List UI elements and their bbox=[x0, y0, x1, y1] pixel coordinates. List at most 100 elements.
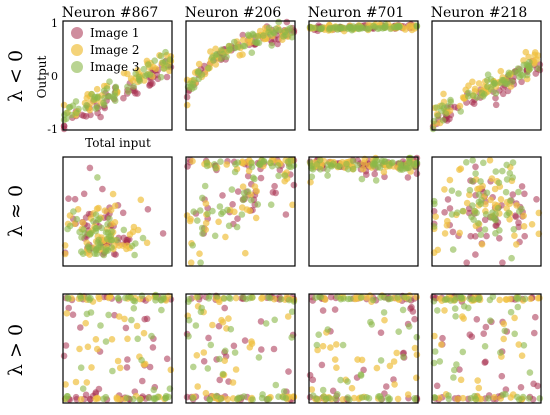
data-point-image-2 bbox=[413, 351, 421, 359]
data-point-image-3 bbox=[480, 159, 487, 167]
data-point-image-2 bbox=[76, 345, 83, 353]
data-point-image-1 bbox=[269, 189, 277, 196]
data-point-image-3 bbox=[463, 159, 470, 166]
data-point-image-3 bbox=[212, 165, 219, 172]
data-point-image-3 bbox=[134, 335, 141, 343]
data-point-image-3 bbox=[288, 308, 296, 316]
data-point-image-3 bbox=[400, 353, 407, 361]
legend-label-image-2: Image 2 bbox=[90, 43, 140, 57]
data-point-image-3 bbox=[146, 71, 154, 78]
scatter-panel-r2-c2 bbox=[183, 156, 298, 267]
data-point-image-2 bbox=[497, 196, 505, 203]
data-point-image-3 bbox=[159, 293, 167, 301]
data-point-image-3 bbox=[475, 191, 483, 198]
data-point-image-3 bbox=[165, 393, 172, 401]
scatter-panel-r3-c3 bbox=[306, 292, 421, 404]
data-point-image-3 bbox=[494, 204, 502, 212]
data-point-image-3 bbox=[275, 18, 283, 26]
data-point-image-3 bbox=[481, 91, 488, 98]
data-point-image-2 bbox=[528, 221, 536, 228]
data-point-image-3 bbox=[466, 186, 474, 194]
panel-frame-r3-c1 bbox=[62, 293, 173, 404]
data-point-image-3 bbox=[341, 24, 349, 32]
data-point-image-2 bbox=[93, 85, 101, 93]
data-point-image-2 bbox=[79, 219, 86, 226]
data-point-image-2 bbox=[209, 321, 216, 329]
data-point-image-3 bbox=[371, 24, 379, 31]
data-point-image-1 bbox=[327, 293, 335, 301]
data-point-image-2 bbox=[500, 335, 508, 343]
data-point-image-2 bbox=[454, 395, 461, 403]
panel-frame-r3-c4 bbox=[431, 293, 542, 404]
data-point-image-2 bbox=[83, 379, 91, 386]
data-point-image-3 bbox=[324, 326, 332, 333]
data-point-image-3 bbox=[336, 163, 344, 170]
data-point-image-3 bbox=[263, 396, 271, 403]
data-point-image-3 bbox=[225, 222, 233, 230]
data-point-image-2 bbox=[194, 383, 201, 390]
data-point-image-2 bbox=[432, 213, 440, 220]
panel-frame-r2-c2 bbox=[185, 156, 296, 267]
data-point-image-3 bbox=[287, 163, 295, 171]
data-point-image-3 bbox=[231, 349, 239, 356]
scatter-panel-r3-c1 bbox=[60, 291, 175, 404]
data-point-image-2 bbox=[121, 315, 128, 323]
data-point-image-3 bbox=[223, 53, 230, 61]
data-point-image-3 bbox=[214, 293, 221, 300]
data-point-image-3 bbox=[513, 294, 520, 302]
data-point-image-3 bbox=[207, 341, 215, 349]
data-point-image-3 bbox=[431, 348, 439, 355]
data-point-image-1 bbox=[230, 342, 238, 350]
data-point-image-3 bbox=[485, 395, 492, 402]
data-point-image-1 bbox=[257, 318, 265, 325]
panel-frame-r1-c3 bbox=[308, 20, 419, 131]
data-point-image-2 bbox=[411, 344, 419, 352]
data-point-image-2 bbox=[475, 384, 483, 392]
data-point-image-2 bbox=[202, 389, 210, 397]
data-point-image-3 bbox=[357, 371, 365, 378]
row-label-1: λ < 0 bbox=[5, 50, 27, 102]
data-point-image-3 bbox=[226, 45, 234, 53]
data-point-image-3 bbox=[285, 296, 293, 304]
data-point-image-3 bbox=[457, 108, 465, 115]
data-point-image-3 bbox=[102, 338, 110, 345]
data-point-image-1 bbox=[123, 364, 131, 371]
data-point-image-3 bbox=[453, 361, 460, 368]
data-point-image-1 bbox=[496, 235, 503, 242]
data-point-image-3 bbox=[153, 293, 160, 301]
data-point-image-3 bbox=[127, 294, 134, 301]
data-point-image-3 bbox=[434, 112, 441, 120]
data-point-image-2 bbox=[358, 356, 366, 364]
data-point-image-2 bbox=[116, 364, 124, 372]
data-point-image-3 bbox=[413, 23, 421, 30]
data-point-image-1 bbox=[86, 164, 94, 172]
data-point-image-2 bbox=[290, 393, 297, 400]
data-point-image-3 bbox=[136, 396, 144, 403]
data-point-image-3 bbox=[87, 294, 94, 302]
data-point-image-3 bbox=[130, 83, 137, 90]
data-point-image-2 bbox=[457, 376, 465, 384]
data-point-image-3 bbox=[272, 25, 280, 33]
data-point-image-3 bbox=[106, 93, 114, 100]
data-point-image-2 bbox=[413, 293, 420, 301]
data-point-image-3 bbox=[247, 196, 255, 204]
data-point-image-1 bbox=[216, 376, 223, 384]
data-point-image-1 bbox=[463, 259, 471, 267]
scatter-panel-r2-c1 bbox=[61, 156, 173, 267]
data-point-image-2 bbox=[440, 90, 447, 98]
data-point-image-1 bbox=[112, 251, 119, 258]
data-point-image-3 bbox=[164, 63, 172, 70]
data-point-image-1 bbox=[517, 384, 525, 391]
data-point-image-3 bbox=[471, 207, 478, 215]
data-point-image-3 bbox=[343, 160, 350, 168]
data-point-image-2 bbox=[404, 391, 412, 398]
data-point-image-2 bbox=[202, 219, 210, 227]
data-point-image-3 bbox=[526, 369, 534, 376]
data-point-image-2 bbox=[386, 362, 394, 370]
data-point-image-2 bbox=[183, 101, 191, 109]
data-point-image-3 bbox=[358, 175, 366, 183]
data-point-image-3 bbox=[209, 207, 216, 215]
data-point-image-3 bbox=[366, 25, 373, 32]
data-point-image-3 bbox=[204, 365, 212, 372]
data-point-image-2 bbox=[152, 65, 160, 72]
